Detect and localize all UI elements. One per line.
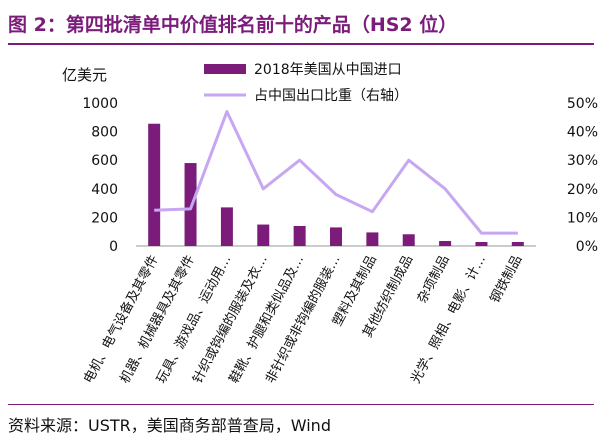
y2-tick-label: 30% bbox=[567, 153, 598, 169]
x-category-label: 光学、照相、电影、计… bbox=[408, 252, 489, 386]
bar bbox=[439, 240, 452, 246]
y-tick-label: 400 bbox=[91, 182, 118, 198]
x-category-label: 钢铁制品 bbox=[488, 253, 526, 306]
y-axis-unit: 亿美元 bbox=[62, 66, 107, 84]
bar bbox=[257, 224, 270, 246]
bar bbox=[220, 207, 233, 246]
y-tick-label: 200 bbox=[91, 210, 118, 226]
y-tick-label: 1000 bbox=[82, 96, 118, 112]
y-tick-label: 0 bbox=[109, 239, 118, 255]
bar bbox=[148, 123, 161, 246]
chart-title: 图 2：第四批清单中价值排名前十的产品（HS2 位） bbox=[8, 14, 458, 36]
source-divider bbox=[8, 404, 594, 405]
series-line bbox=[154, 110, 518, 235]
bar bbox=[293, 225, 306, 246]
bar bbox=[366, 232, 379, 246]
bar bbox=[402, 234, 415, 246]
legend-swatch-bar bbox=[204, 64, 246, 74]
y-tick-label: 600 bbox=[91, 153, 118, 169]
y2-tick-label: 0% bbox=[576, 239, 598, 255]
bar bbox=[475, 241, 488, 246]
y2-tick-label: 50% bbox=[567, 96, 598, 112]
y2-tick-label: 40% bbox=[567, 125, 598, 141]
y-tick-label: 800 bbox=[91, 125, 118, 141]
bar bbox=[184, 163, 197, 246]
bar bbox=[330, 227, 342, 246]
legend-label: 占中国出口比重（右轴） bbox=[254, 88, 408, 104]
source-note: 资料来源：USTR，美国商务部普查局，Wind bbox=[8, 416, 331, 435]
x-category-label: 杂项制品 bbox=[415, 253, 453, 306]
title-divider bbox=[8, 43, 594, 45]
y2-tick-label: 10% bbox=[567, 210, 598, 226]
bar bbox=[511, 241, 524, 246]
y2-tick-label: 20% bbox=[567, 182, 598, 198]
legend-label: 2018年美国从中国进口 bbox=[254, 62, 402, 78]
